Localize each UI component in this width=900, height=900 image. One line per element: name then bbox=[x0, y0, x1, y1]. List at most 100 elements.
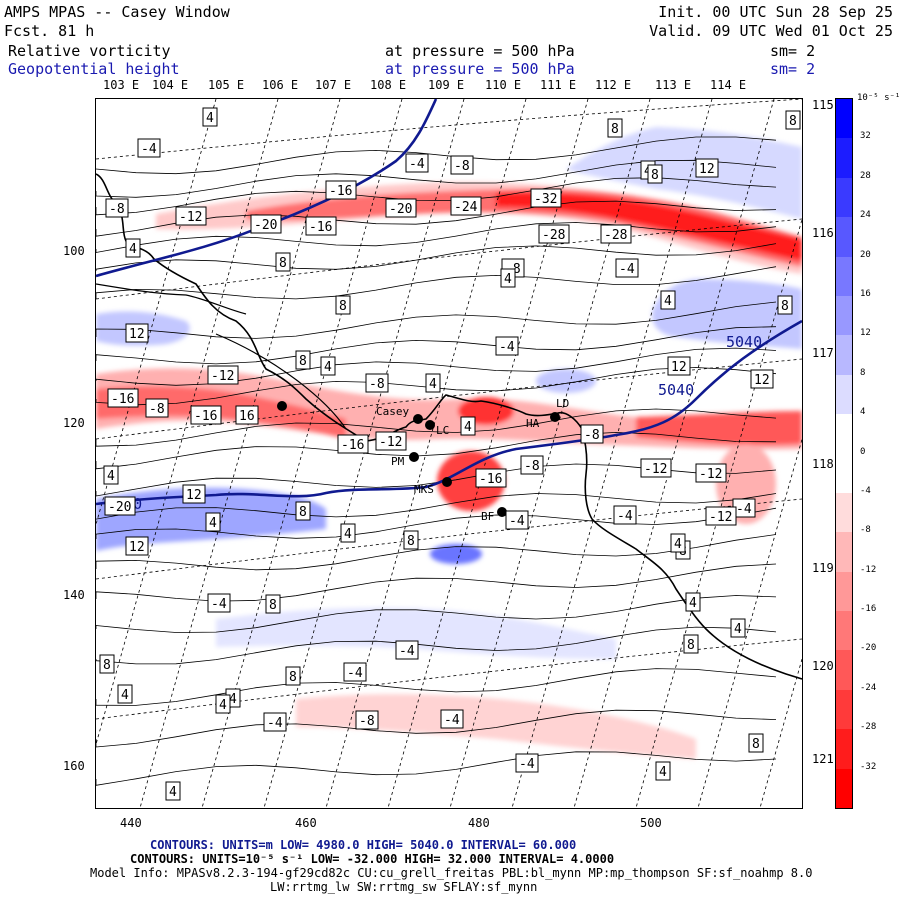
colorbar-swatch bbox=[836, 611, 852, 651]
vorticity-contour-line bbox=[96, 159, 777, 198]
positive-vorticity-blob-center bbox=[430, 544, 482, 564]
vorticity-contour-line bbox=[96, 534, 777, 571]
vorticity-contour-line bbox=[96, 222, 777, 253]
contour-label-box: -12 bbox=[640, 458, 672, 478]
contour-label-box: -16 bbox=[325, 180, 357, 200]
contour-label-value: 4 bbox=[169, 785, 177, 800]
contour-label-box: -4 bbox=[440, 709, 464, 729]
contour-label-box: 8 bbox=[403, 530, 419, 550]
contour-label-value: 4 bbox=[129, 242, 137, 257]
contour-label-value: -16 bbox=[194, 409, 217, 424]
top-lon-label: 113 E bbox=[655, 78, 692, 92]
plot-title: AMPS MPAS -- Casey Window bbox=[4, 3, 230, 21]
contour-label-value: 4 bbox=[734, 622, 742, 637]
colorbar-tick-label: 24 bbox=[860, 210, 871, 221]
contour-label-box: 8 bbox=[748, 733, 764, 753]
contour-label-value: 4 bbox=[107, 469, 115, 484]
height-contour-5040-north bbox=[96, 99, 438, 278]
colorbar-swatch bbox=[836, 689, 852, 730]
map-plot-area[interactable]: Casey LC PM HA BF MKS LD 5040 5040 5040 … bbox=[95, 98, 803, 809]
vorticity-contour-line bbox=[96, 301, 777, 339]
footer-vorticity-contours: CONTOURS: UNITS=10⁻⁵ s⁻¹ LOW= -32.000 HI… bbox=[130, 852, 615, 866]
contour-label-value: 8 bbox=[103, 658, 111, 673]
station-marker-lc bbox=[413, 414, 423, 424]
positive-vorticity-blob-coast bbox=[536, 369, 596, 393]
positive-vorticity-area-east bbox=[652, 279, 802, 349]
negative-vorticity-blob-east bbox=[716, 444, 776, 524]
contour-label-value: -4 bbox=[141, 142, 157, 157]
station-label-pm: PM bbox=[391, 455, 405, 468]
station-marker-ld bbox=[550, 412, 560, 422]
longitude-line bbox=[511, 99, 713, 808]
contour-label-box: 8 bbox=[683, 634, 699, 654]
top-lon-label: 111 E bbox=[540, 78, 577, 92]
contour-label-box: -16 bbox=[305, 216, 337, 236]
contour-label-value: -24 bbox=[454, 200, 478, 215]
contour-label-box: -12 bbox=[175, 206, 207, 226]
colorbar-tick-label: -8 bbox=[860, 525, 871, 536]
contour-label-box: 4 bbox=[205, 512, 221, 532]
contour-label-value: 4 bbox=[429, 377, 437, 392]
contour-label-box: -28 bbox=[600, 224, 632, 244]
contour-label-value: -16 bbox=[309, 220, 332, 235]
contour-label-value: 4 bbox=[209, 516, 217, 531]
longitude-line bbox=[635, 218, 802, 808]
vorticity-contour-line bbox=[96, 493, 777, 520]
colorbar-tick-label: 0 bbox=[860, 446, 866, 457]
contour-label-box: 8 bbox=[99, 654, 115, 674]
contour-label-value: -4 bbox=[617, 509, 633, 524]
vorticity-contour-line bbox=[96, 266, 777, 300]
contour-label-box: -16 bbox=[475, 468, 507, 488]
contour-label-box: 4 bbox=[730, 618, 746, 638]
valid-time: Valid. 09 UTC Wed 01 Oct 25 bbox=[649, 22, 893, 40]
contour-label-box: -16 bbox=[190, 405, 222, 425]
contour-label-box: -20 bbox=[104, 496, 136, 516]
field2-smooth: sm= 2 bbox=[770, 60, 816, 78]
y-tick-label: 160 bbox=[63, 759, 85, 773]
contour-label-value: -28 bbox=[542, 228, 565, 243]
top-lon-label: 103 E bbox=[103, 78, 140, 92]
contour-label-box: 4 bbox=[685, 592, 701, 612]
positive-vorticity-area-northeast bbox=[566, 127, 802, 219]
coastline bbox=[96, 173, 802, 680]
vorticity-contour-line bbox=[96, 347, 777, 386]
station-marker-casey bbox=[277, 401, 287, 411]
contour-label-value: -4 bbox=[736, 502, 752, 517]
station-markers bbox=[277, 401, 560, 517]
contour-label-box: -12 bbox=[695, 463, 727, 483]
contour-label-value: 8 bbox=[279, 256, 287, 271]
contour-label-value: 12 bbox=[754, 373, 770, 388]
contour-label-value: -8 bbox=[584, 428, 600, 443]
vorticity-contour-line bbox=[96, 367, 777, 406]
contour-label-value: 4 bbox=[344, 527, 352, 542]
colorbar-tick-label: -32 bbox=[860, 761, 877, 772]
contour-label-box: -8 bbox=[520, 455, 544, 475]
field1-smooth: sm= 2 bbox=[770, 42, 816, 60]
height-label-5040-east: 5040 bbox=[726, 333, 762, 351]
positive-vorticity-area-south bbox=[216, 607, 616, 659]
contour-label-box: -4 bbox=[495, 336, 519, 356]
vorticity-contour-labels: 4-488-4-84812-8-12-20-16-16-20-24-32-28-… bbox=[99, 107, 801, 801]
contour-label-value: -8 bbox=[524, 459, 540, 474]
station-marker-pm bbox=[409, 452, 419, 462]
contour-label-box: -4 bbox=[137, 138, 161, 158]
contour-label-value: -4 bbox=[399, 644, 415, 659]
contour-label-box: 8 bbox=[607, 118, 623, 138]
vorticity-contour-line bbox=[96, 751, 777, 786]
contour-label-value: 8 bbox=[611, 122, 619, 137]
contour-label-box: 8 bbox=[295, 350, 311, 370]
vorticity-contour-line bbox=[96, 507, 777, 539]
negative-vorticity-area-south bbox=[296, 694, 696, 759]
colorbar-tick-label: 4 bbox=[860, 407, 866, 418]
contour-label-box: 4 bbox=[117, 684, 133, 704]
contour-label-value: 4 bbox=[324, 360, 332, 375]
top-lon-label: 107 E bbox=[315, 78, 352, 92]
contour-label-value: 4 bbox=[206, 111, 214, 126]
contour-label-value: -4 bbox=[267, 716, 283, 731]
contour-label-value: -16 bbox=[111, 392, 134, 407]
longitude-line bbox=[573, 99, 775, 808]
station-marker-lc2 bbox=[425, 420, 435, 430]
station-marker-mks bbox=[442, 477, 452, 487]
contour-label-box: -28 bbox=[538, 224, 570, 244]
contour-label-box: -20 bbox=[250, 214, 282, 234]
